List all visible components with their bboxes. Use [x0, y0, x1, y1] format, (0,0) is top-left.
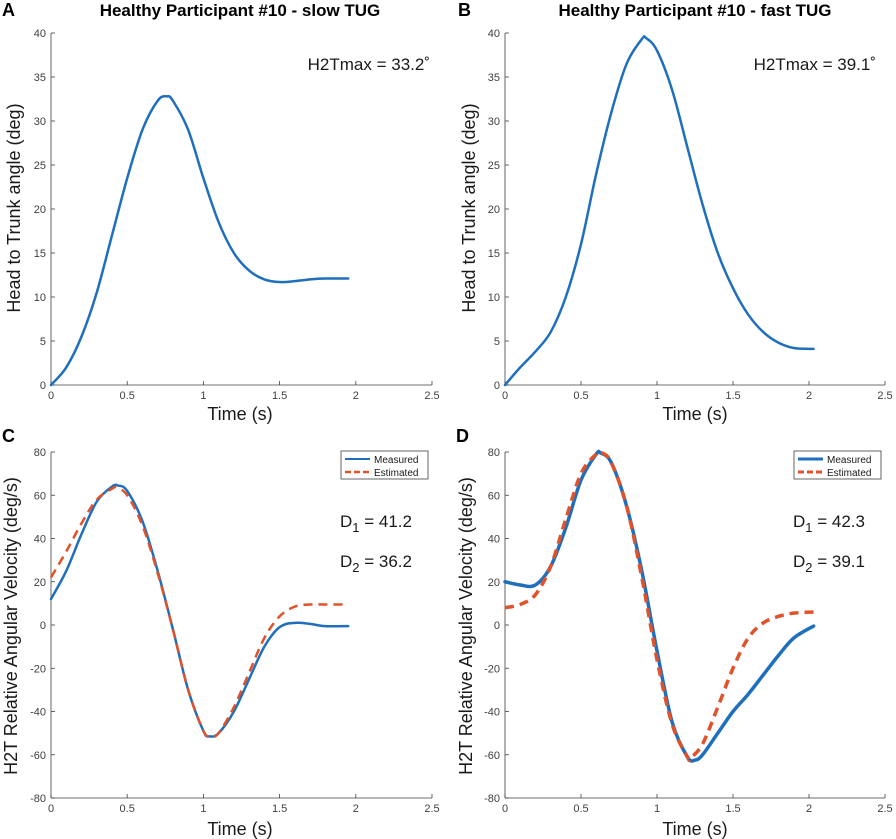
panel-c-y-tick-label: -20: [30, 663, 46, 675]
panel-a-y-tick-label: 20: [34, 204, 46, 216]
panel-a-xlabel: Time (s): [207, 404, 272, 424]
panel-c-y-tick-label: -40: [30, 707, 46, 719]
panel-a-series-h2t-angle: [49, 95, 350, 387]
panel-a-y-tick-label: 10: [34, 292, 46, 304]
panel-a-y-tick-label: 25: [34, 160, 46, 172]
panel-b-y-tick-label: 30: [488, 116, 500, 128]
panel-a-y-tick-label: 35: [34, 72, 46, 84]
panel-d: D D1 = 42.3 D2 = 39.1 Time (s) H2T Relat…: [456, 426, 893, 839]
panel-c-x-tick-label: 2: [353, 803, 359, 815]
panel-c-d2-annotation: D2 = 36.2: [340, 552, 412, 575]
panel-a-x-tick-label: 0: [48, 390, 54, 402]
panel-a-x-tick-label: 1: [200, 390, 206, 402]
panel-d-legend-measured-label: Measured: [827, 455, 871, 466]
panel-b-x-tick-label: 0.5: [573, 390, 588, 402]
panel-b-title: Healthy Participant #10 - fast TUG: [558, 1, 831, 20]
panel-b-x-tick-label: 0: [502, 390, 508, 402]
panel-c-ylabel: H2T Relative Angular Velocity (deg/s): [1, 477, 21, 775]
panel-a-x-tick-label: 2: [353, 390, 359, 402]
panel-c-y-tick-label: 40: [34, 534, 46, 546]
panel-b-x-tick-label: 2: [806, 390, 812, 402]
panel-a-ylabel: Head to Trunk angle (deg): [4, 103, 24, 312]
panel-c-y-tick-label: 20: [34, 577, 46, 589]
panel-c-x-tick-label: 2.5: [424, 803, 439, 815]
panel-b-x-tick-label: 1.5: [725, 390, 740, 402]
panel-c-y-tick-label: -80: [30, 793, 46, 805]
panel-b-y-tick-label: 15: [488, 248, 500, 260]
panel-d-d2-annotation: D2 = 39.1: [793, 552, 865, 575]
panel-d-y-tick-label: 40: [488, 534, 500, 546]
panel-d-y-tick-label: 0: [494, 620, 500, 632]
panel-d-xlabel: Time (s): [662, 819, 727, 839]
panel-c-legend-measured-label: Measured: [374, 455, 418, 466]
panel-d-x-tick-label: 2.5: [877, 803, 892, 815]
panel-c-series-measured: [49, 483, 350, 738]
panel-b: B Healthy Participant #10 - fast TUG H2T…: [458, 0, 893, 424]
panel-c-legend-estimated-label: Estimated: [374, 468, 418, 479]
panel-d-y-tick-label: -40: [484, 707, 500, 719]
panel-label-d: D: [456, 426, 469, 446]
panel-d-legend: Measured Estimated: [793, 450, 882, 480]
panel-b-y-tick-label: 10: [488, 292, 500, 304]
panel-label-b: B: [458, 0, 471, 20]
panel-b-y-tick-label: 25: [488, 160, 500, 172]
panel-a-y-tick-label: 15: [34, 248, 46, 260]
panel-label-c: C: [2, 426, 15, 446]
panel-c-y-tick-label: -60: [30, 750, 46, 762]
panel-d-x-tick-label: 1.5: [725, 803, 740, 815]
panel-c-y-tick-label: 60: [34, 490, 46, 502]
panel-d-x-tick-label: 2: [806, 803, 812, 815]
panel-b-y-tick-label: 0: [494, 380, 500, 392]
panel-b-x-tick-label: 2.5: [877, 390, 892, 402]
panel-b-xlabel: Time (s): [662, 404, 727, 424]
panel-c-y-tick-label: 80: [34, 447, 46, 459]
panel-c-y-tick-label: 0: [40, 620, 46, 632]
panel-d-legend-estimated-label: Estimated: [827, 468, 871, 479]
panel-d-y-tick-label: -60: [484, 750, 500, 762]
panel-d-y-tick-label: 20: [488, 577, 500, 589]
panel-d-y-tick-label: 60: [488, 490, 500, 502]
panel-label-a: A: [2, 0, 15, 20]
panel-c-x-tick-label: 0.5: [120, 803, 135, 815]
panel-d-x-tick-label: 0: [502, 803, 508, 815]
panel-b-y-tick-label: 20: [488, 204, 500, 216]
panel-c-legend: Measured Estimated: [340, 450, 429, 480]
panel-b-ylabel: Head to Trunk angle (deg): [459, 103, 479, 312]
panel-a-x-tick-label: 0.5: [120, 390, 135, 402]
panel-b-y-tick-label: 35: [488, 72, 500, 84]
panel-a-y-tick-label: 30: [34, 116, 46, 128]
panel-b-y-tick-label: 5: [494, 336, 500, 348]
panel-a-y-tick-label: 40: [34, 28, 46, 40]
panel-d-y-tick-label: 80: [488, 447, 500, 459]
panel-a: A Healthy Participant #10 - slow TUG H2T…: [2, 0, 440, 424]
panel-a-x-tick-label: 2.5: [424, 390, 439, 402]
panel-c-series-estimated: [49, 485, 349, 739]
panel-b-series-h2t-angle: [503, 35, 815, 387]
panel-c-d1-annotation: D1 = 41.2: [340, 512, 412, 535]
panel-a-y-tick-label: 5: [40, 336, 46, 348]
panel-a-y-tick-label: 0: [40, 380, 46, 392]
panel-c-xlabel: Time (s): [207, 819, 272, 839]
panel-c-legend-box: [340, 450, 429, 480]
panel-b-y-tick-label: 40: [488, 28, 500, 40]
panel-b-h2tmax-annotation: H2Tmax = 39.1˚: [754, 55, 876, 74]
panel-c-x-tick-label: 1: [200, 803, 206, 815]
panel-d-ylabel: H2T Relative Angular Velocity (deg/s): [456, 477, 476, 775]
panel-a-h2tmax-annotation: H2Tmax = 33.2˚: [308, 55, 430, 74]
panel-d-y-tick-label: -20: [484, 663, 500, 675]
panel-a-title: Healthy Participant #10 - slow TUG: [100, 1, 381, 20]
panel-d-x-tick-label: 1: [654, 803, 660, 815]
panel-d-y-tick-label: -80: [484, 793, 500, 805]
panel-a-x-tick-label: 1.5: [272, 390, 287, 402]
panel-d-x-tick-label: 0.5: [573, 803, 588, 815]
panel-c-x-tick-label: 1.5: [272, 803, 287, 815]
panel-d-series-measured: [503, 449, 816, 763]
panel-d-legend-box: [793, 450, 882, 480]
panel-b-x-tick-label: 1: [654, 390, 660, 402]
panel-d-d1-annotation: D1 = 42.3: [793, 512, 865, 535]
panel-d-series-estimated: [504, 450, 814, 763]
panel-c-x-tick-label: 0: [48, 803, 54, 815]
panel-c: C D1 = 41.2 D2 = 36.2 Time (s) H2T Relat…: [1, 426, 440, 839]
